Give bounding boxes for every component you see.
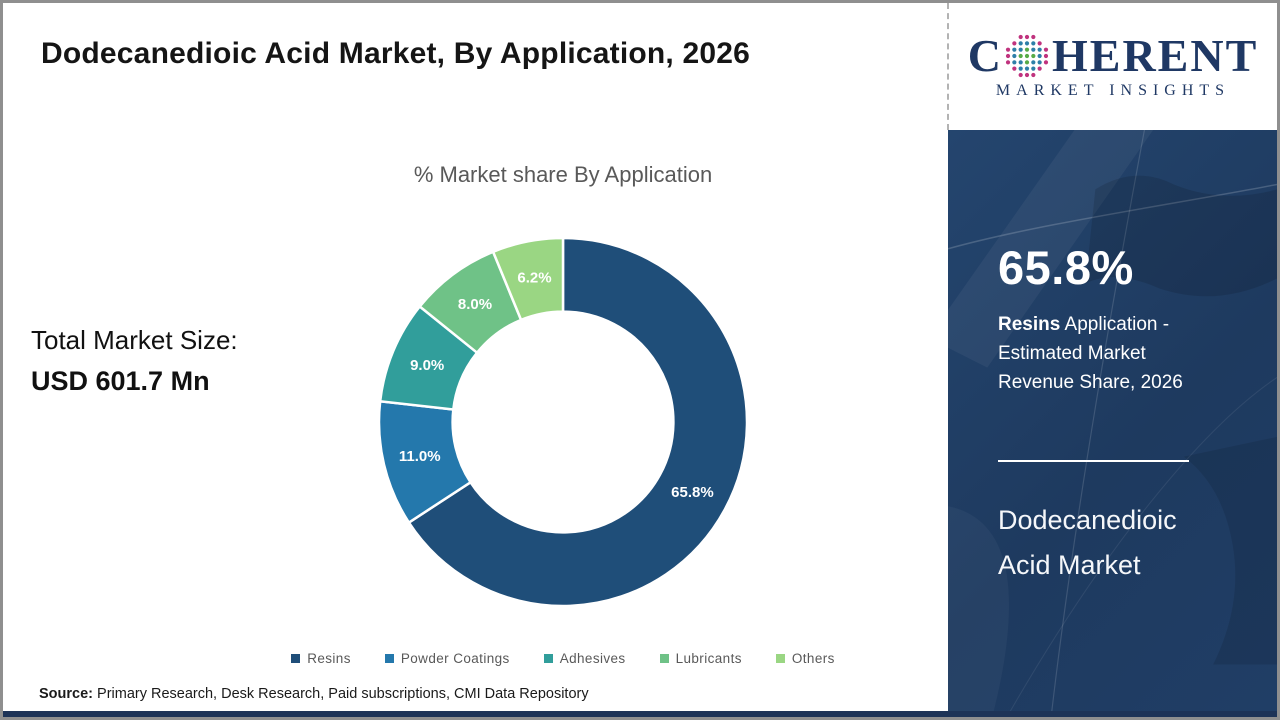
legend-label-others: Others bbox=[791, 651, 835, 666]
legend-swatch-lubricants bbox=[659, 654, 669, 663]
legend-item-resins[interactable]: Resins bbox=[291, 651, 351, 666]
legend-label-resins: Resins bbox=[307, 651, 351, 666]
logo-wordmark: C HERENT bbox=[968, 33, 1259, 79]
sidebar-divider bbox=[998, 460, 1189, 462]
sidebar-highlight-rest: Application - Estimated Market Revenue S… bbox=[998, 314, 1183, 393]
donut-chart: 65.8% 11.0% 9.0% 8.0% 6.2% bbox=[373, 232, 753, 612]
total-market-size-value: USD 601.7 Mn bbox=[31, 366, 210, 396]
donut-segment-others[interactable] bbox=[491, 236, 565, 322]
source-text: Primary Research, Desk Research, Paid su… bbox=[93, 686, 589, 702]
page-title: Dodecanedioic Acid Market, By Applicatio… bbox=[41, 37, 751, 70]
legend-label-powder-coatings: Powder Coatings bbox=[400, 651, 510, 666]
donut-segment-resins[interactable] bbox=[407, 236, 749, 608]
legend-item-others[interactable]: Others bbox=[775, 651, 835, 666]
legend-label-lubricants: Lubricants bbox=[675, 651, 742, 666]
source-label: Source: bbox=[39, 686, 93, 702]
logo-letter-c: C bbox=[967, 30, 1003, 81]
chart-legend: Resins Powder Coatings Adhesives Lubricants… bbox=[143, 651, 983, 666]
highlight-sidebar: 65.8% Resins Application - Estimated Mar… bbox=[948, 130, 1277, 717]
legend-label-adhesives: Adhesives bbox=[559, 651, 626, 666]
donut-chart-svg: 65.8% 11.0% 9.0% 8.0% 6.2% bbox=[377, 236, 749, 608]
legend-item-adhesives[interactable]: Adhesives bbox=[543, 651, 626, 666]
source-note: Source: Primary Research, Desk Research,… bbox=[39, 686, 589, 702]
legend-item-powder-coatings[interactable]: Powder Coatings bbox=[384, 651, 510, 666]
legend-swatch-adhesives bbox=[543, 654, 553, 663]
donut-label-adhesives: 9.0% bbox=[410, 357, 444, 374]
sidebar-highlight-value: 65.8% bbox=[998, 241, 1134, 294]
legend-swatch-resins bbox=[291, 654, 301, 663]
sidebar-highlight-description: Resins Application - Estimated Market Re… bbox=[998, 310, 1223, 397]
total-market-size-block: Total Market Size: USD 601.7 Mn bbox=[31, 325, 238, 397]
logo-subtitle: MARKET INSIGHTS bbox=[995, 82, 1231, 99]
market-name-line1: Dodecanedioic bbox=[998, 505, 1177, 535]
donut-label-powder-coatings: 11.0% bbox=[399, 448, 441, 465]
market-name-line2: Acid Market bbox=[998, 550, 1141, 580]
dotted-globe-icon bbox=[1005, 34, 1049, 78]
coherent-market-insights-logo: C HERENT MARKET INSIGHTS bbox=[968, 33, 1259, 100]
world-map-texture bbox=[948, 130, 1277, 717]
total-market-size-label: Total Market Size: bbox=[31, 325, 238, 355]
donut-label-lubricants: 8.0% bbox=[458, 296, 492, 313]
legend-swatch-powder-coatings bbox=[384, 654, 394, 663]
legend-swatch-others bbox=[775, 654, 785, 663]
bottom-accent-bar bbox=[3, 711, 1277, 717]
legend-item-lubricants[interactable]: Lubricants bbox=[659, 651, 742, 666]
brand-logo-box: C HERENT MARKET INSIGHTS bbox=[947, 3, 1277, 130]
sidebar-highlight-segment: Resins bbox=[998, 314, 1061, 335]
donut-label-others: 6.2% bbox=[517, 270, 551, 287]
donut-label-resins: 65.8% bbox=[671, 484, 714, 501]
chart-title: % Market share By Application bbox=[413, 162, 713, 187]
sidebar-market-name: Dodecanedioic Acid Market bbox=[998, 498, 1177, 588]
logo-letters-herent: HERENT bbox=[1051, 30, 1259, 81]
